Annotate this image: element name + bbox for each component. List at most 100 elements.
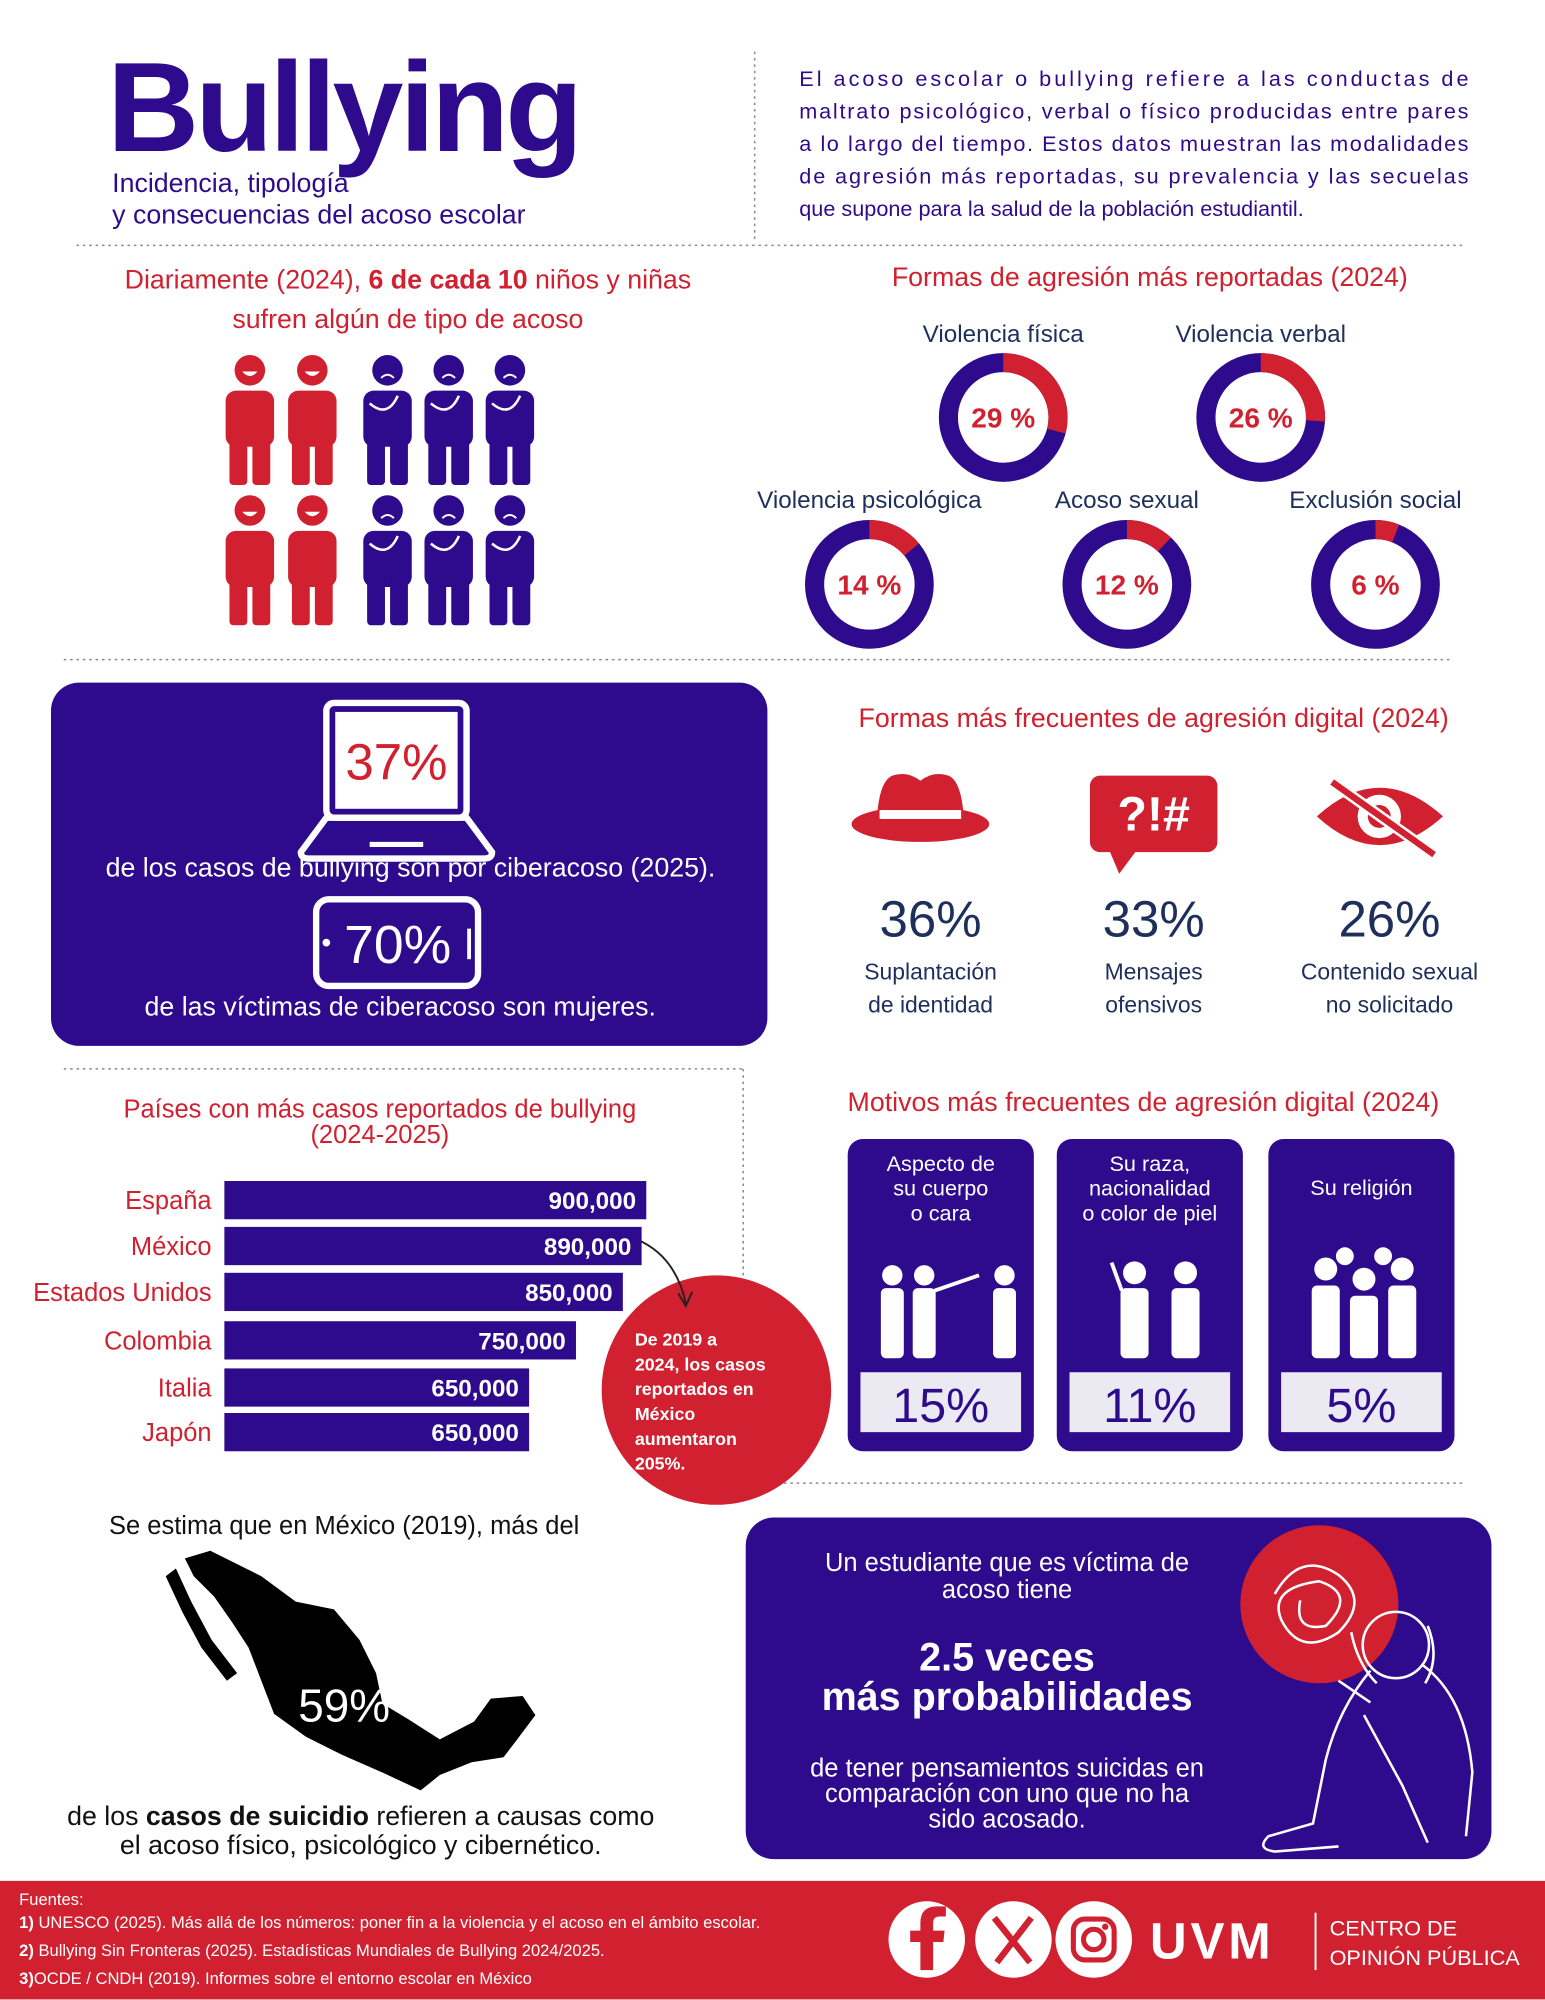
- fig-head: [1335, 1247, 1354, 1266]
- bar: [224, 1368, 530, 1407]
- arm: [368, 535, 399, 552]
- unit-name: OPINIÓN PÚBLICA: [1330, 1945, 1521, 1970]
- subtitle: Incidencia, tipología: [112, 168, 349, 198]
- leg: [451, 574, 470, 626]
- intro-line: a lo largo del tiempo. Estos datos muest…: [799, 131, 1468, 156]
- motive-figures: [1109, 1261, 1200, 1359]
- bar-category: Italia: [158, 1374, 213, 1402]
- victim-figure: [424, 495, 473, 626]
- leg: [489, 434, 508, 485]
- donut-value: 26 %: [1229, 403, 1293, 434]
- title: Bullying: [107, 37, 579, 179]
- head: [433, 354, 465, 386]
- figure: [225, 495, 275, 626]
- fig-body: [1388, 1285, 1417, 1359]
- arm: [491, 395, 522, 411]
- point: [933, 1273, 980, 1293]
- fig-body: [1311, 1285, 1340, 1359]
- annotation-arrow-head: [677, 1291, 694, 1308]
- head: [372, 495, 403, 526]
- motive-value-box: [1069, 1372, 1231, 1433]
- digital-label: Suplantación: [864, 959, 997, 985]
- source-number: 3): [19, 1969, 34, 1988]
- motive-label: o color de piel: [1082, 1201, 1217, 1226]
- torso: [288, 530, 337, 587]
- head: [372, 354, 403, 386]
- head: [433, 495, 465, 526]
- intro-line: de agresión más reportadas, su prevalenc…: [799, 164, 1468, 189]
- donut-label: Violencia verbal: [1175, 321, 1346, 348]
- cyber-panel: [50, 682, 768, 1046]
- daily-text-part: Diariamente (2024),: [125, 265, 369, 295]
- section-title: Formas de agresión más reportadas (2024): [892, 262, 1408, 292]
- figure: [288, 354, 337, 485]
- digital-label: ofensivos: [1105, 992, 1202, 1018]
- suicide-text-part: casos de suicidio: [146, 1801, 369, 1831]
- daily-text: Diariamente (2024), 6 de cada 10 niños y…: [125, 265, 692, 295]
- bar: [224, 1413, 530, 1452]
- fig-head: [1123, 1261, 1147, 1285]
- risk-text: acoso tiene: [942, 1576, 1072, 1604]
- bar-value: 650,000: [431, 1375, 519, 1402]
- arm: [430, 535, 461, 552]
- icon-text: ?!#: [1117, 787, 1190, 841]
- sources-title: Fuentes:: [19, 1890, 83, 1909]
- social-icons: [888, 1901, 1132, 1978]
- cyber-value: 70%: [344, 916, 451, 975]
- donut-segment: [1002, 353, 1068, 434]
- motive-label: nacionalidad: [1089, 1176, 1211, 1201]
- fig-head: [1390, 1257, 1414, 1281]
- frown: [380, 514, 395, 519]
- victim-figure: [363, 495, 412, 626]
- head: [297, 495, 328, 526]
- donut-label: Acoso sexual: [1055, 487, 1199, 514]
- suicide-text-part: refieren a causas como: [369, 1801, 654, 1831]
- mexico-map: [165, 1550, 536, 1791]
- donut-value: 14 %: [837, 570, 901, 601]
- leg: [229, 434, 248, 485]
- torso: [424, 390, 473, 447]
- figure: [225, 354, 275, 485]
- frown: [380, 373, 395, 379]
- annotation: reportados en: [635, 1379, 754, 1399]
- source-text: UNESCO (2025). Más allá de los números: …: [34, 1913, 760, 1932]
- donut-segment: [1260, 353, 1326, 422]
- speech-icon: [1089, 775, 1218, 874]
- cyber-value: 37%: [345, 733, 447, 790]
- suicide-text: el acoso físico, psicológico y cibernéti…: [120, 1830, 602, 1860]
- arm: [368, 395, 399, 411]
- donut-label: Violencia psicológica: [757, 487, 982, 514]
- bar: [224, 1321, 576, 1360]
- arm: [491, 535, 522, 552]
- source: 1) UNESCO (2025). Más allá de los número…: [19, 1913, 760, 1932]
- source: 2) Bullying Sin Fronteras (2025). Estadí…: [19, 1941, 605, 1960]
- motive-label: Su religión: [1310, 1175, 1412, 1200]
- annotation-arrow: [636, 1238, 687, 1304]
- leg: [512, 574, 531, 626]
- motive-value-box: [1281, 1372, 1442, 1433]
- torso: [485, 390, 535, 447]
- leg: [291, 574, 310, 626]
- head: [234, 495, 266, 526]
- digital-label: Mensajes: [1105, 959, 1203, 985]
- brand: UVM: [1150, 1913, 1275, 1970]
- risk-text: Un estudiante que es víctima de: [825, 1549, 1189, 1577]
- smile: [304, 371, 320, 377]
- eye-icon: [1316, 777, 1444, 860]
- frown: [502, 373, 517, 379]
- bar-category: México: [131, 1233, 212, 1261]
- victim-figure: [424, 354, 473, 485]
- fig-head: [994, 1265, 1015, 1286]
- head: [494, 495, 526, 526]
- frown: [502, 514, 517, 519]
- suicide-text-part: de los: [67, 1801, 146, 1831]
- motive-value: 15%: [892, 1379, 989, 1433]
- fig-head: [1374, 1247, 1393, 1266]
- fig-head: [1352, 1267, 1376, 1291]
- suicide-text: Se estima que en México (2019), más del: [109, 1512, 579, 1540]
- fig-body: [1120, 1288, 1149, 1359]
- source-number: 1): [19, 1913, 34, 1932]
- motive-value: 11%: [1103, 1379, 1196, 1433]
- donut-label: Violencia física: [923, 321, 1085, 348]
